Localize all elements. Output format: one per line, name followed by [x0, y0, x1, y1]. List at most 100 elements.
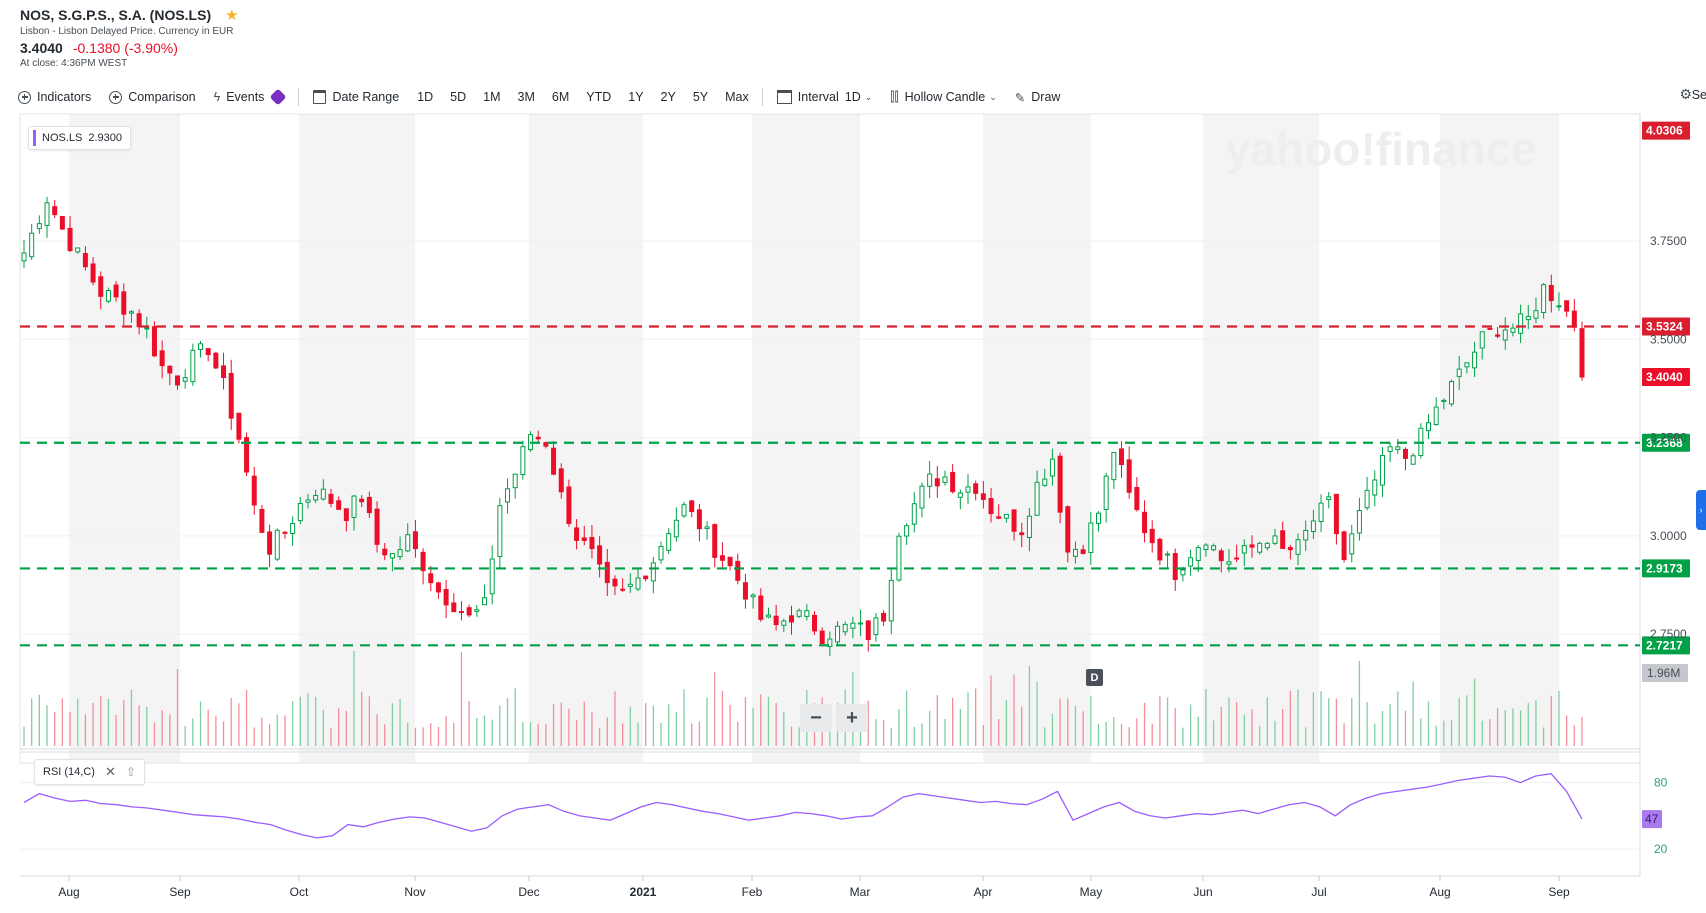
series-color-swatch	[33, 130, 36, 146]
range-ytd[interactable]: YTD	[586, 90, 612, 104]
candle-body	[635, 577, 641, 590]
y-axis: 3.7500 3.5000 3.2500 3.0000 2.7500	[1650, 234, 1687, 641]
gear-icon[interactable]: ⚙	[1679, 86, 1692, 102]
candle-body	[988, 497, 994, 515]
candle-body	[159, 350, 165, 367]
candle-body	[1042, 478, 1048, 486]
candle-body	[366, 496, 372, 514]
candle-body	[1119, 448, 1125, 466]
candle-body	[1502, 329, 1508, 341]
candle-body	[1372, 479, 1378, 496]
range-5d[interactable]: 5D	[450, 90, 467, 104]
range-1y[interactable]: 1Y	[628, 90, 644, 104]
plus-circle-icon	[109, 90, 123, 104]
events-button[interactable]: ϟ Events	[214, 88, 287, 106]
candle-body	[1356, 510, 1362, 534]
range-5y[interactable]: 5Y	[692, 90, 709, 104]
candle-body	[320, 488, 326, 500]
range-2y[interactable]: 2Y	[660, 90, 676, 104]
price-label-box	[1642, 433, 1690, 452]
draw-button[interactable]: ✎ Draw	[1015, 90, 1061, 105]
price-label-box	[1642, 368, 1690, 387]
candle-body	[1510, 327, 1516, 333]
candle-body	[788, 615, 794, 623]
candle-body	[535, 436, 541, 440]
candle-body	[896, 535, 902, 581]
side-panel-toggle[interactable]: ›	[1696, 490, 1706, 530]
indicators-button[interactable]: Indicators	[18, 90, 91, 104]
x-tick-label: 2021	[630, 885, 657, 899]
candle-body	[167, 365, 173, 374]
settings-label-partial[interactable]: Se	[1691, 88, 1706, 102]
candle-body	[1379, 454, 1385, 486]
price-change: -0.1380 (-3.90%)	[72, 40, 178, 56]
candle-body	[1165, 553, 1171, 556]
candle-body	[957, 492, 963, 498]
candlestick-icon: ⫿⫿	[890, 89, 899, 104]
rsi-legend[interactable]: RSI (14,C) ✕ ⇧	[34, 759, 145, 785]
x-tick-label: Jul	[1311, 885, 1326, 899]
candle-body	[881, 612, 887, 622]
comparison-label: Comparison	[128, 90, 196, 104]
x-tick-label: May	[1080, 885, 1103, 899]
candle-body	[543, 442, 549, 447]
star-icon[interactable]: ★	[225, 7, 239, 24]
rsi-label: RSI (14,C)	[43, 766, 95, 778]
chart-style-button[interactable]: ⫿⫿ Hollow Candle ⌄	[890, 89, 996, 105]
x-tick-label: Oct	[290, 885, 309, 899]
candlesticks	[21, 197, 1585, 656]
candle-body	[1126, 459, 1132, 493]
zoom-out-button[interactable]: −	[800, 704, 832, 732]
chart-toolbar: Indicators Comparison ϟ Events Date Rang…	[18, 86, 1078, 108]
arrow-up-icon[interactable]: ⇧	[125, 765, 136, 779]
month-bands	[19, 113, 1641, 877]
candle-body	[412, 531, 418, 550]
candle-body	[666, 533, 672, 551]
candle-body	[1134, 486, 1140, 511]
horizontal-lines: 4.0306 3.5324 3.4040 3.2368 2.9173 2.7217 1.96…	[20, 121, 1690, 682]
candle-body	[1003, 513, 1009, 519]
range-6m[interactable]: 6M	[551, 90, 570, 104]
date-range-button[interactable]: Date Range	[313, 90, 399, 104]
candle-body	[919, 485, 925, 509]
candle-body	[313, 495, 319, 501]
range-3m[interactable]: 3M	[517, 90, 535, 104]
candle-body	[136, 313, 142, 328]
y-tick-label: 3.0000	[1650, 529, 1687, 543]
candle-body	[1449, 381, 1455, 405]
candle-body	[328, 493, 334, 504]
zoom-in-button[interactable]: +	[836, 704, 868, 732]
candle-body	[1157, 538, 1163, 561]
candle-body	[82, 252, 88, 268]
series-legend[interactable]: NOS.LS 2.9300	[28, 126, 132, 150]
price-label-box	[1642, 121, 1690, 140]
x-tick-label: Mar	[850, 885, 871, 899]
close-icon[interactable]: ✕	[104, 764, 116, 779]
candle-body	[144, 327, 150, 330]
candle-body	[835, 625, 841, 643]
candle-body	[274, 529, 280, 560]
range-1d[interactable]: 1D	[417, 90, 434, 104]
candle-body	[151, 326, 157, 357]
range-1m[interactable]: 1M	[483, 90, 501, 104]
toolbar-divider	[761, 88, 763, 106]
candle-body	[1180, 569, 1186, 576]
dividend-event-marker[interactable]: D	[1086, 669, 1103, 686]
candle-body	[773, 615, 779, 626]
price-label: 3.4040	[1646, 370, 1683, 384]
candle-body	[297, 503, 303, 522]
candle-body	[29, 232, 35, 258]
candle-body	[742, 582, 748, 600]
candle-body	[627, 583, 633, 587]
candle-body	[105, 289, 111, 302]
candle-body	[597, 545, 603, 565]
candle-body	[174, 375, 180, 386]
candle-body	[888, 579, 894, 622]
candle-body	[589, 537, 595, 550]
comparison-button[interactable]: Comparison	[109, 90, 196, 104]
candle-body	[927, 473, 933, 487]
candle-body	[1472, 351, 1478, 369]
interval-button[interactable]: Interval 1D ⌄	[776, 90, 872, 104]
range-max[interactable]: Max	[725, 90, 749, 104]
